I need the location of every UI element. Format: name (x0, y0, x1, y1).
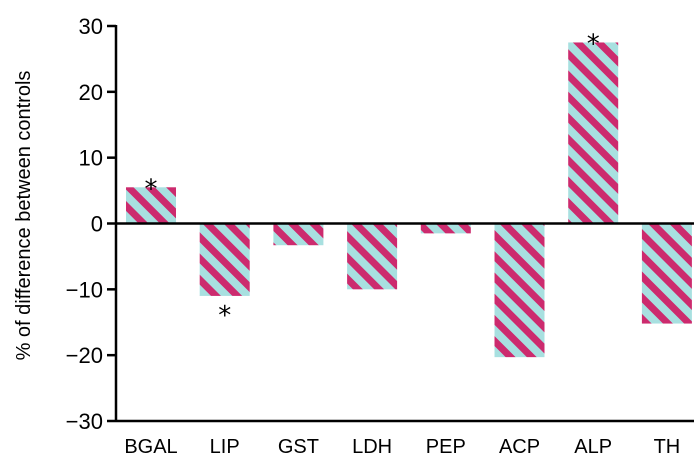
bars-group (126, 42, 692, 358)
significance-marker: * (145, 174, 158, 204)
y-tick-label: 20 (79, 80, 103, 105)
x-tick-label: LIP (210, 436, 240, 458)
x-tick-label: ALP (574, 436, 612, 458)
x-tick-label: PEP (426, 436, 466, 458)
bar-lip (199, 223, 250, 296)
significance-group: * * * (145, 29, 600, 330)
significance-marker: * (587, 29, 600, 59)
y-tick-label: −30 (66, 409, 103, 434)
bar-ldh (347, 223, 398, 290)
x-tick-label: LDH (352, 436, 392, 458)
bar-alp (568, 42, 619, 224)
bar-acp (494, 223, 545, 358)
y-tick-label: 10 (79, 146, 103, 171)
bar-pep (420, 223, 471, 234)
y-tick-label: 30 (79, 14, 103, 39)
y-ticks-group: −30 −20 −10 0 10 20 30 (66, 14, 116, 434)
bar-bgal (126, 187, 176, 224)
y-tick-label: 0 (91, 212, 103, 237)
x-tick-label: ACP (499, 436, 540, 458)
x-tick-label: GST (278, 436, 319, 458)
x-labels-group: BGAL LIP GST LDH PEP ACP ALP TH (124, 436, 680, 458)
bar-gst (273, 223, 324, 246)
significance-marker: * (218, 301, 231, 331)
y-axis-title: % of difference between controls (13, 71, 35, 361)
bar-th (641, 223, 692, 324)
y-tick-label: −20 (66, 343, 103, 368)
x-tick-label: BGAL (124, 436, 177, 458)
x-tick-label: TH (654, 436, 681, 458)
y-tick-label: −10 (66, 277, 103, 302)
